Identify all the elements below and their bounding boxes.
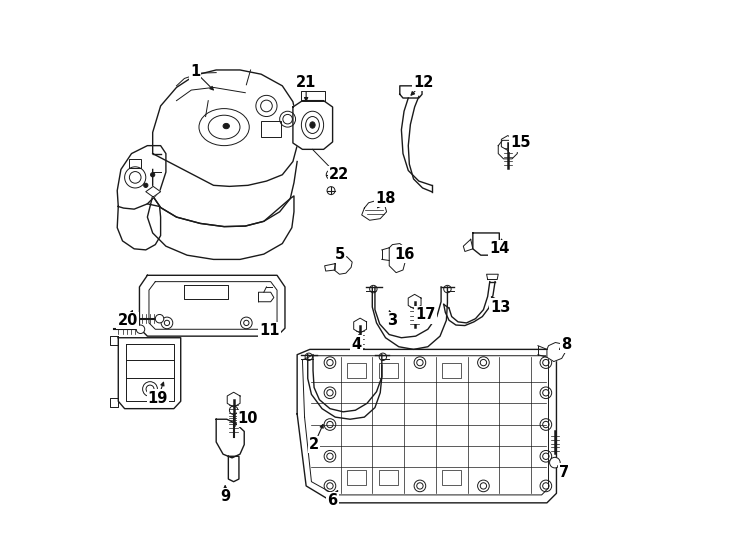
- Polygon shape: [184, 285, 228, 299]
- Polygon shape: [334, 256, 352, 274]
- Text: 11: 11: [259, 323, 280, 339]
- Ellipse shape: [156, 314, 164, 323]
- Text: 16: 16: [394, 247, 414, 261]
- Polygon shape: [547, 342, 566, 362]
- Polygon shape: [153, 70, 297, 186]
- Polygon shape: [444, 282, 495, 326]
- Polygon shape: [362, 200, 387, 220]
- Polygon shape: [301, 91, 324, 100]
- Text: 18: 18: [375, 191, 396, 206]
- Polygon shape: [228, 392, 240, 407]
- Polygon shape: [148, 196, 294, 259]
- Text: 8: 8: [561, 336, 571, 352]
- Polygon shape: [401, 97, 432, 192]
- Ellipse shape: [326, 170, 335, 179]
- Ellipse shape: [150, 173, 155, 177]
- Polygon shape: [389, 244, 405, 273]
- Polygon shape: [258, 292, 274, 302]
- Ellipse shape: [327, 187, 335, 194]
- Text: 12: 12: [413, 75, 434, 90]
- Text: 22: 22: [330, 167, 349, 182]
- Polygon shape: [139, 275, 285, 336]
- Polygon shape: [110, 398, 118, 407]
- Polygon shape: [372, 287, 448, 349]
- Polygon shape: [408, 294, 421, 309]
- Polygon shape: [297, 349, 556, 503]
- Text: 15: 15: [510, 136, 531, 151]
- Polygon shape: [118, 338, 181, 409]
- Polygon shape: [487, 274, 498, 280]
- Polygon shape: [153, 161, 297, 227]
- Polygon shape: [499, 239, 509, 252]
- Text: 5: 5: [335, 247, 344, 261]
- Polygon shape: [217, 419, 244, 458]
- Polygon shape: [324, 264, 335, 271]
- Polygon shape: [146, 186, 161, 197]
- Text: 17: 17: [415, 307, 435, 322]
- Text: 19: 19: [148, 390, 168, 406]
- Text: 13: 13: [490, 300, 511, 314]
- Polygon shape: [400, 86, 422, 98]
- Text: 3: 3: [388, 313, 398, 328]
- Text: 4: 4: [352, 336, 361, 352]
- Text: 1: 1: [190, 64, 200, 79]
- Ellipse shape: [137, 325, 145, 334]
- Polygon shape: [498, 140, 517, 159]
- Polygon shape: [228, 456, 239, 482]
- Polygon shape: [308, 355, 382, 419]
- Polygon shape: [110, 336, 118, 345]
- Polygon shape: [117, 204, 161, 250]
- Text: 2: 2: [309, 437, 319, 452]
- Ellipse shape: [310, 122, 315, 128]
- Text: 10: 10: [238, 411, 258, 426]
- Ellipse shape: [144, 183, 148, 187]
- Polygon shape: [501, 136, 515, 151]
- Text: 6: 6: [327, 492, 338, 508]
- Text: 21: 21: [296, 75, 316, 90]
- Polygon shape: [354, 318, 366, 333]
- Text: 14: 14: [489, 241, 509, 256]
- Polygon shape: [117, 146, 166, 209]
- Polygon shape: [293, 100, 333, 150]
- Ellipse shape: [230, 406, 238, 415]
- Polygon shape: [463, 239, 473, 252]
- Text: 20: 20: [117, 313, 138, 328]
- Ellipse shape: [223, 124, 230, 129]
- Ellipse shape: [550, 457, 560, 468]
- Text: 9: 9: [220, 489, 230, 504]
- Polygon shape: [473, 233, 499, 255]
- Text: 7: 7: [559, 464, 570, 480]
